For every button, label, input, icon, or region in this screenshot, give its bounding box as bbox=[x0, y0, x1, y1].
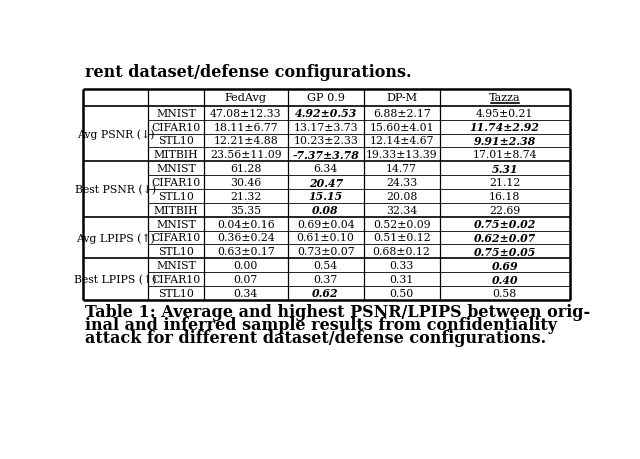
Text: 0.31: 0.31 bbox=[389, 274, 414, 285]
Text: 18.11±6.77: 18.11±6.77 bbox=[214, 122, 278, 132]
Text: MNIST: MNIST bbox=[156, 164, 196, 174]
Text: 30.46: 30.46 bbox=[230, 178, 262, 188]
Text: 15.15: 15.15 bbox=[308, 191, 343, 202]
Text: rent dataset/defense configurations.: rent dataset/defense configurations. bbox=[84, 64, 411, 81]
Text: 20.47: 20.47 bbox=[308, 177, 343, 188]
Text: 17.01±8.74: 17.01±8.74 bbox=[472, 150, 537, 160]
Text: 0.33: 0.33 bbox=[389, 261, 414, 271]
Text: STL10: STL10 bbox=[158, 136, 194, 146]
Text: CIFAR10: CIFAR10 bbox=[152, 122, 201, 132]
Text: DP-M: DP-M bbox=[386, 93, 417, 103]
Text: 0.34: 0.34 bbox=[234, 288, 258, 298]
Text: 4.95±0.21: 4.95±0.21 bbox=[476, 108, 534, 118]
Text: 12.14±4.67: 12.14±4.67 bbox=[369, 136, 434, 146]
Text: 0.00: 0.00 bbox=[234, 261, 258, 271]
Text: 0.08: 0.08 bbox=[312, 205, 339, 216]
Text: 6.88±2.17: 6.88±2.17 bbox=[372, 108, 431, 118]
Text: 9.91±2.38: 9.91±2.38 bbox=[474, 136, 536, 146]
Text: MITBIH: MITBIH bbox=[154, 150, 198, 160]
Text: 0.62: 0.62 bbox=[312, 288, 339, 299]
Text: 0.63±0.17: 0.63±0.17 bbox=[217, 247, 275, 257]
Text: Best PSNR (↓): Best PSNR (↓) bbox=[75, 185, 156, 195]
Text: 0.68±0.12: 0.68±0.12 bbox=[372, 247, 431, 257]
Text: 35.35: 35.35 bbox=[230, 205, 261, 215]
Text: 0.51±0.12: 0.51±0.12 bbox=[372, 233, 431, 243]
Text: 0.62±0.07: 0.62±0.07 bbox=[474, 232, 536, 243]
Text: 0.50: 0.50 bbox=[390, 288, 413, 298]
Text: STL10: STL10 bbox=[158, 191, 194, 202]
Text: Avg PSNR (↓): Avg PSNR (↓) bbox=[77, 129, 154, 140]
Text: 4.92±0.53: 4.92±0.53 bbox=[294, 108, 357, 119]
Text: 0.54: 0.54 bbox=[314, 261, 338, 271]
Text: 5.31: 5.31 bbox=[492, 163, 518, 174]
Text: 0.75±0.02: 0.75±0.02 bbox=[474, 218, 536, 230]
Text: CIFAR10: CIFAR10 bbox=[152, 233, 201, 243]
Text: 0.04±0.16: 0.04±0.16 bbox=[217, 219, 275, 229]
Text: 0.73±0.07: 0.73±0.07 bbox=[297, 247, 355, 257]
Text: Tazza: Tazza bbox=[489, 93, 520, 103]
Text: attack for different dataset/defense configurations.: attack for different dataset/defense con… bbox=[84, 330, 546, 347]
Text: 0.69: 0.69 bbox=[492, 260, 518, 271]
Text: 15.60±4.01: 15.60±4.01 bbox=[369, 122, 434, 132]
Text: 12.21±4.88: 12.21±4.88 bbox=[214, 136, 278, 146]
Text: 0.61±0.10: 0.61±0.10 bbox=[297, 233, 355, 243]
Text: 24.33: 24.33 bbox=[386, 178, 417, 188]
Text: 0.36±0.24: 0.36±0.24 bbox=[217, 233, 275, 243]
Text: 6.34: 6.34 bbox=[314, 164, 338, 174]
Text: MNIST: MNIST bbox=[156, 261, 196, 271]
Text: 23.56±11.09: 23.56±11.09 bbox=[210, 150, 282, 160]
Text: CIFAR10: CIFAR10 bbox=[152, 178, 201, 188]
Text: 19.33±13.39: 19.33±13.39 bbox=[366, 150, 437, 160]
Text: 0.40: 0.40 bbox=[492, 274, 518, 285]
Text: 0.58: 0.58 bbox=[493, 288, 517, 298]
Text: 32.34: 32.34 bbox=[386, 205, 417, 215]
Text: 0.37: 0.37 bbox=[314, 274, 338, 285]
Text: -7.37±3.78: -7.37±3.78 bbox=[292, 150, 359, 161]
Text: MITBIH: MITBIH bbox=[154, 205, 198, 215]
Text: inal and inferred sample results from confidentiality: inal and inferred sample results from co… bbox=[84, 316, 557, 333]
Text: 47.08±12.33: 47.08±12.33 bbox=[210, 108, 282, 118]
Text: STL10: STL10 bbox=[158, 247, 194, 257]
Text: GP 0.9: GP 0.9 bbox=[307, 93, 345, 103]
Text: 0.75±0.05: 0.75±0.05 bbox=[474, 246, 536, 257]
Text: CIFAR10: CIFAR10 bbox=[152, 274, 201, 285]
Text: 14.77: 14.77 bbox=[386, 164, 417, 174]
Text: 22.69: 22.69 bbox=[489, 205, 520, 215]
Text: 0.52±0.09: 0.52±0.09 bbox=[373, 219, 431, 229]
Text: MNIST: MNIST bbox=[156, 108, 196, 118]
Text: Table 1: Average and highest PSNR/LPIPS between orig-: Table 1: Average and highest PSNR/LPIPS … bbox=[84, 303, 590, 320]
Text: MNIST: MNIST bbox=[156, 219, 196, 229]
Text: 0.69±0.04: 0.69±0.04 bbox=[297, 219, 355, 229]
Text: 10.23±2.33: 10.23±2.33 bbox=[293, 136, 358, 146]
Text: 0.07: 0.07 bbox=[234, 274, 258, 285]
Text: 13.17±3.73: 13.17±3.73 bbox=[293, 122, 358, 132]
Text: 20.08: 20.08 bbox=[386, 191, 417, 202]
Text: 21.32: 21.32 bbox=[230, 191, 262, 202]
Text: 21.12: 21.12 bbox=[489, 178, 520, 188]
Text: Best LPIPS (↑): Best LPIPS (↑) bbox=[74, 274, 157, 285]
Text: Avg LPIPS (↑): Avg LPIPS (↑) bbox=[76, 233, 155, 243]
Text: 61.28: 61.28 bbox=[230, 164, 262, 174]
Text: STL10: STL10 bbox=[158, 288, 194, 298]
Text: 16.18: 16.18 bbox=[489, 191, 520, 202]
Text: 11.74±2.92: 11.74±2.92 bbox=[470, 122, 540, 133]
Text: FedAvg: FedAvg bbox=[225, 93, 267, 103]
